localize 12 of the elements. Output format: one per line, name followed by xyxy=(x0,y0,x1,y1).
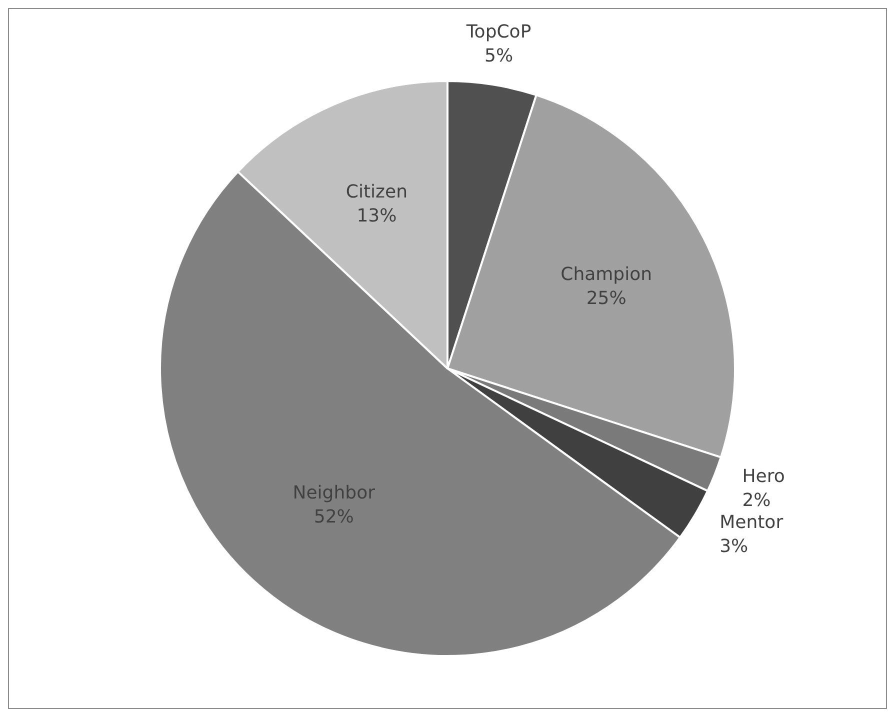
slice-label: Mentor xyxy=(720,512,784,534)
data-label: 5% xyxy=(484,45,514,66)
slice-label: Neighbor xyxy=(292,482,376,504)
data-label: 13% xyxy=(356,206,397,227)
data-label: 52% xyxy=(314,506,354,528)
data-label: 3% xyxy=(720,536,748,558)
slice-label: Champion xyxy=(560,264,652,286)
data-label: 25% xyxy=(586,288,626,310)
slice-label: Citizen xyxy=(346,182,408,203)
slice-label: TopCoP xyxy=(465,21,532,42)
data-label: 2% xyxy=(742,490,771,511)
slice-label: Hero xyxy=(742,466,785,487)
